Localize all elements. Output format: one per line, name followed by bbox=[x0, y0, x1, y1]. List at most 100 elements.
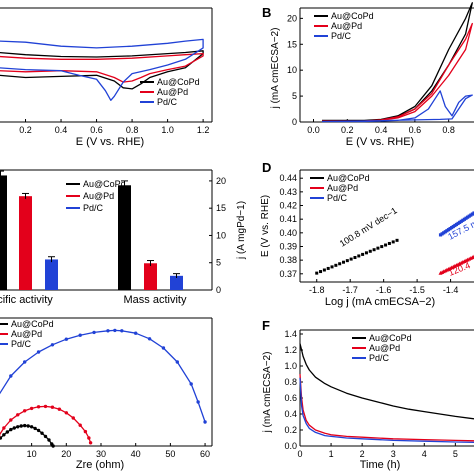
panel-d-point-au-copd bbox=[334, 263, 338, 267]
panel-e-x-tick-label: 60 bbox=[200, 449, 210, 459]
panel-e-point bbox=[43, 434, 48, 439]
panel-d-point-au-copd bbox=[322, 268, 326, 272]
panel-e-point bbox=[33, 426, 37, 431]
panel-e-point bbox=[2, 426, 6, 430]
panel-d-ylabel: E (V vs. RHE) bbox=[260, 195, 271, 257]
panel-letter-f: F bbox=[262, 318, 270, 333]
panel-c-category-label: Mass activity bbox=[124, 294, 187, 306]
panel-e-point bbox=[43, 404, 48, 409]
panel-d-point-au-copd bbox=[395, 238, 399, 242]
panel-e-point bbox=[12, 426, 16, 430]
panel-e-point bbox=[196, 400, 200, 404]
panel-a-legend-label: Pd/C bbox=[157, 97, 178, 107]
panel-b-x-tick-label: 0.4 bbox=[375, 125, 388, 135]
panel-d-y-tick-label: 0.40 bbox=[279, 228, 297, 238]
panel-f-y-tick-label: 0.6 bbox=[284, 393, 297, 403]
panel-a-series-pd/c bbox=[0, 38, 204, 101]
panel-b-ylabel: j (mA cmECSA−2) bbox=[270, 28, 281, 110]
panel-e-point bbox=[16, 425, 20, 429]
panel-d-point-au-copd bbox=[342, 260, 345, 264]
panel-f-ylabel: j (mA cmECSA−2) bbox=[262, 352, 273, 434]
panel-f-y-tick-label: 1.4 bbox=[284, 329, 297, 339]
panel-a-legend-label: Au@Pd bbox=[157, 87, 188, 97]
panel-d-point-au-copd bbox=[391, 240, 395, 244]
panel-e-point bbox=[22, 423, 27, 428]
panel-c-category-label: cific activity bbox=[0, 294, 53, 306]
panel-e-x-tick-label: 30 bbox=[96, 449, 106, 459]
panel-d-point-au-copd bbox=[345, 259, 349, 263]
panel-d-legend-label: Pd/C bbox=[327, 193, 348, 203]
panel-f-series-au@pd bbox=[299, 373, 474, 442]
panel-e-x-tick-label: 20 bbox=[61, 449, 71, 459]
panel-a-x-tick-label: 0.8 bbox=[126, 125, 139, 135]
panel-b-legend-label: Au@CoPd bbox=[331, 11, 374, 21]
panel-d-point-au-copd bbox=[368, 249, 372, 253]
panel-b-x-tick-label: 0.2 bbox=[341, 125, 354, 135]
panel-e-point bbox=[5, 430, 10, 434]
panel-d-point-au-copd bbox=[384, 243, 388, 247]
panel-c-y-tick-label: 15 bbox=[216, 203, 226, 213]
panel-e-legend-label: Au@Pd bbox=[11, 329, 42, 339]
panel-f-xlabel: Time (h) bbox=[360, 459, 401, 471]
panel-e-point bbox=[50, 405, 55, 409]
panel-e-point bbox=[83, 429, 88, 434]
panel-c-y-tick-label: 0 bbox=[216, 285, 221, 295]
panel-letter-b: B bbox=[262, 5, 271, 20]
panel-b-y-tick-label: 0 bbox=[292, 117, 297, 127]
panel-e-series-au@pd bbox=[0, 405, 92, 444]
panel-d-y-tick-label: 0.44 bbox=[279, 173, 297, 183]
panel-b-x-tick-label: 0.0 bbox=[307, 125, 320, 135]
panel-c-bar-au@pd bbox=[19, 196, 32, 290]
panel-d-point-au-copd bbox=[326, 266, 330, 270]
panel-a-series-au@pd bbox=[0, 52, 204, 83]
panel-c-bar-au@copd bbox=[0, 175, 7, 290]
panel-d-point-au-copd bbox=[315, 271, 319, 275]
panel-e-point bbox=[71, 416, 75, 420]
panel-e-point bbox=[64, 337, 69, 341]
panel-data bbox=[0, 2, 474, 448]
panel-e-x-tick-label: 50 bbox=[165, 449, 175, 459]
panel-c-bar-au@pd bbox=[144, 263, 157, 290]
panel-d-point-au-copd bbox=[364, 251, 368, 255]
panel-a-series-au@copd bbox=[0, 50, 204, 90]
panel-e-point bbox=[2, 433, 6, 437]
panel-f-legend-label: Pd/C bbox=[369, 353, 390, 363]
panel-c-bar-pd/c bbox=[170, 275, 183, 290]
panel-e-point bbox=[36, 350, 41, 354]
panel-c-y-tick-label: 20 bbox=[216, 176, 226, 186]
panel-c-legend-label: Au@CoPd bbox=[83, 179, 126, 189]
panel-e-legend-label: Pd/C bbox=[11, 339, 32, 349]
panel-d-y-tick-label: 0.42 bbox=[279, 201, 297, 211]
panel-e-point bbox=[50, 343, 55, 347]
panel-e-series-pd/c bbox=[0, 329, 206, 423]
panel-e-point bbox=[16, 413, 20, 417]
panel-d-x-tick-label: -1.5 bbox=[409, 285, 425, 295]
panel-c-bar-pd/c bbox=[45, 259, 58, 290]
panel-f-x-tick-label: 5 bbox=[453, 449, 458, 459]
panel-a-x-tick-label: 1.0 bbox=[161, 125, 174, 135]
panel-f-y-tick-label: 0.8 bbox=[284, 377, 297, 387]
panel-c-legend-label: Au@Pd bbox=[83, 191, 114, 201]
panel-b-x-tick-label: 0.8 bbox=[442, 125, 455, 135]
panel-d-point-au-copd bbox=[380, 245, 384, 249]
panel-letter-d: D bbox=[262, 160, 271, 175]
panel-d-x-tick-label: -1.4 bbox=[443, 285, 459, 295]
panel-d-y-tick-label: 0.39 bbox=[279, 241, 297, 251]
panel-f-legend-label: Au@Pd bbox=[369, 343, 400, 353]
panel-e-point bbox=[133, 331, 138, 335]
panel-c-bar-au@copd bbox=[118, 185, 131, 290]
panel-e-legend-label: Au@CoPd bbox=[11, 319, 54, 329]
panel-f-y-tick-label: 1.0 bbox=[284, 361, 297, 371]
panel-e-point bbox=[36, 405, 41, 409]
panel-e-point bbox=[113, 328, 117, 333]
panel-d-y-tick-label: 0.37 bbox=[279, 269, 297, 279]
panel-e-point bbox=[9, 427, 13, 432]
panel-b-y-tick-label: 10 bbox=[287, 65, 297, 75]
panel-f-series-pd/c bbox=[299, 377, 474, 444]
panel-e-point bbox=[0, 436, 3, 440]
panel-e-point bbox=[40, 431, 44, 435]
panel-a-x-tick-label: 1.2 bbox=[197, 125, 210, 135]
panel-d-point-au-copd bbox=[349, 257, 353, 261]
panel-f-x-tick-label: 3 bbox=[391, 449, 396, 459]
